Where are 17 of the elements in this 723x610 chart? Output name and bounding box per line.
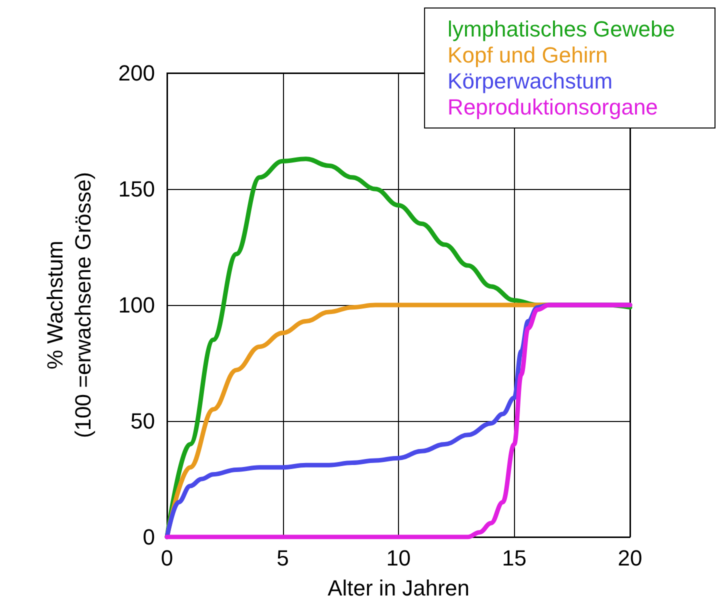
y-tick-label: 200	[118, 60, 155, 86]
line-series	[164, 302, 632, 540]
text: Reproduktionsorgane	[448, 94, 658, 120]
y-tick-label: 50	[130, 408, 155, 434]
x-tick-label: 10	[386, 546, 411, 570]
y-tick-label: 100	[118, 292, 155, 318]
x-axis-title: Alter in Jahren	[328, 576, 470, 600]
x-tick-label: 20	[618, 546, 642, 570]
text: Körperwachstum	[448, 68, 613, 94]
y-tick-label: 150	[118, 176, 155, 202]
y-tick-label: 0	[142, 524, 155, 550]
x-tick-label: 5	[276, 546, 289, 570]
text: lymphatisches Gewebe	[448, 16, 676, 42]
text: Kopf und Gehirn	[448, 42, 608, 68]
x-tick-label: 0	[160, 546, 174, 570]
y-axis-title: % Wachstum (100 =erwachsene Grösse)	[42, 172, 96, 438]
x-tick-label: 15	[502, 546, 526, 570]
